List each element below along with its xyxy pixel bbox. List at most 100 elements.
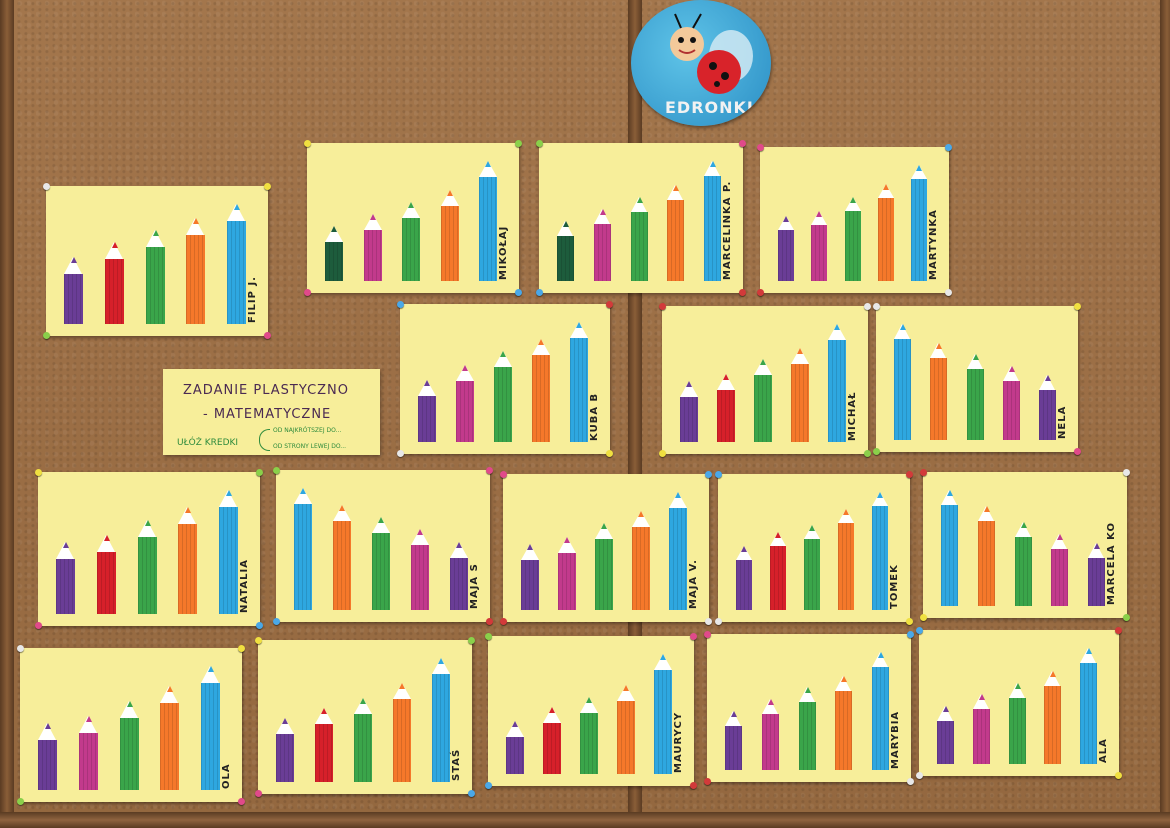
pencil-mark — [178, 507, 197, 614]
push-pin — [945, 289, 952, 296]
pencil-body — [754, 375, 772, 442]
pencil-body — [632, 527, 650, 610]
pencil-tip — [669, 492, 687, 508]
push-pin — [704, 778, 711, 785]
pencil-mark — [594, 209, 611, 281]
pencil-lead — [321, 708, 327, 714]
pencil-lead — [576, 322, 582, 328]
child-name-label: MIKOŁAJ — [498, 225, 509, 280]
pencil-body — [967, 369, 984, 440]
pencil-lead — [184, 507, 191, 513]
child-name-label: MARCELA KO — [1106, 522, 1117, 605]
board-frame-left — [0, 0, 14, 828]
pencil-body — [595, 539, 613, 610]
pencil-body — [178, 524, 197, 614]
pencil-body — [762, 714, 779, 770]
pencil-mark — [532, 339, 550, 442]
pencil-lead — [417, 529, 423, 535]
push-pin — [486, 618, 493, 625]
pencil-tip — [978, 506, 994, 521]
pencil-tip — [97, 535, 115, 552]
pencil-body — [521, 560, 539, 610]
pencil-body — [201, 683, 220, 790]
artwork-card: NATALIA — [35, 469, 263, 629]
artwork-card: MARCELINKA P. — [536, 140, 746, 296]
pencil-body — [838, 523, 854, 610]
pencil-body — [1039, 390, 1056, 440]
pencil-mark — [97, 535, 116, 614]
push-pin — [536, 289, 543, 296]
pencil-body — [1080, 663, 1097, 764]
pencil-tip — [494, 351, 512, 367]
push-pin — [705, 618, 712, 625]
push-pin — [705, 471, 712, 478]
pencil-tip — [354, 698, 372, 714]
pencil-tip — [315, 708, 333, 724]
pencil-tip — [631, 197, 647, 212]
pencil-body — [456, 381, 474, 442]
pencil-mark — [227, 204, 246, 324]
pencil-body — [105, 259, 124, 324]
pencil-mark — [393, 683, 411, 782]
push-pin — [920, 614, 927, 621]
push-pin — [739, 140, 746, 147]
pencil-body — [64, 274, 83, 324]
push-pin — [256, 469, 263, 476]
pencil-lead — [1014, 683, 1021, 689]
pencil-mark — [978, 506, 995, 606]
pencil-lead — [767, 699, 774, 705]
pencil-tip — [754, 359, 772, 375]
pencil-mark — [1080, 648, 1097, 764]
pencil-tip — [828, 324, 846, 340]
pencil-mark — [315, 708, 333, 782]
child-name-label: MARTYNKA — [928, 209, 939, 280]
pencil-mark — [354, 698, 372, 782]
push-pin — [690, 782, 697, 789]
push-pin — [920, 469, 927, 476]
push-pin — [43, 183, 50, 190]
pencil-body — [557, 236, 574, 281]
pencil-tip — [1080, 648, 1096, 663]
push-pin — [256, 622, 263, 629]
push-pin — [1074, 448, 1081, 455]
pencil-body — [778, 230, 794, 281]
pencil-mark — [580, 697, 598, 774]
child-name-label: MAURYCY — [673, 711, 684, 773]
pencil-body — [828, 340, 846, 442]
pencil-mark — [1009, 683, 1026, 764]
pencil-mark — [762, 699, 779, 770]
push-pin — [715, 471, 722, 478]
pencil-tip — [333, 505, 351, 521]
pencil-mark — [725, 711, 742, 770]
pencil-tip — [736, 546, 752, 560]
artwork-card: OLA — [17, 645, 245, 805]
pencil-lead — [804, 687, 811, 693]
group-logo: EDRONKI — [631, 0, 771, 126]
pencil-body — [138, 537, 157, 614]
pencil-tip — [632, 511, 650, 527]
pencil-body — [941, 505, 958, 606]
pencil-lead — [623, 685, 629, 691]
push-pin — [907, 778, 914, 785]
pencil-tip — [762, 699, 778, 714]
pencil-tip — [930, 343, 946, 358]
push-pin — [715, 618, 722, 625]
pencil-body — [872, 506, 888, 610]
push-pin — [704, 631, 711, 638]
child-name-label: MARYBIA — [890, 710, 901, 769]
push-pin — [304, 289, 311, 296]
push-pin — [515, 289, 522, 296]
artwork-card: MAJA S — [273, 467, 493, 625]
pencil-mark — [543, 707, 561, 774]
pencil-body — [418, 396, 436, 442]
pencil-mark — [838, 509, 854, 610]
pencil-lead — [723, 374, 729, 380]
pencil-body — [654, 670, 672, 774]
pencil-mark — [56, 542, 75, 614]
pencil-mark — [333, 505, 351, 610]
pencil-lead — [834, 324, 840, 330]
push-pin — [468, 637, 475, 644]
pencil-tip — [325, 226, 343, 242]
pencil-mark — [1088, 543, 1105, 606]
pencil-mark — [894, 324, 911, 440]
